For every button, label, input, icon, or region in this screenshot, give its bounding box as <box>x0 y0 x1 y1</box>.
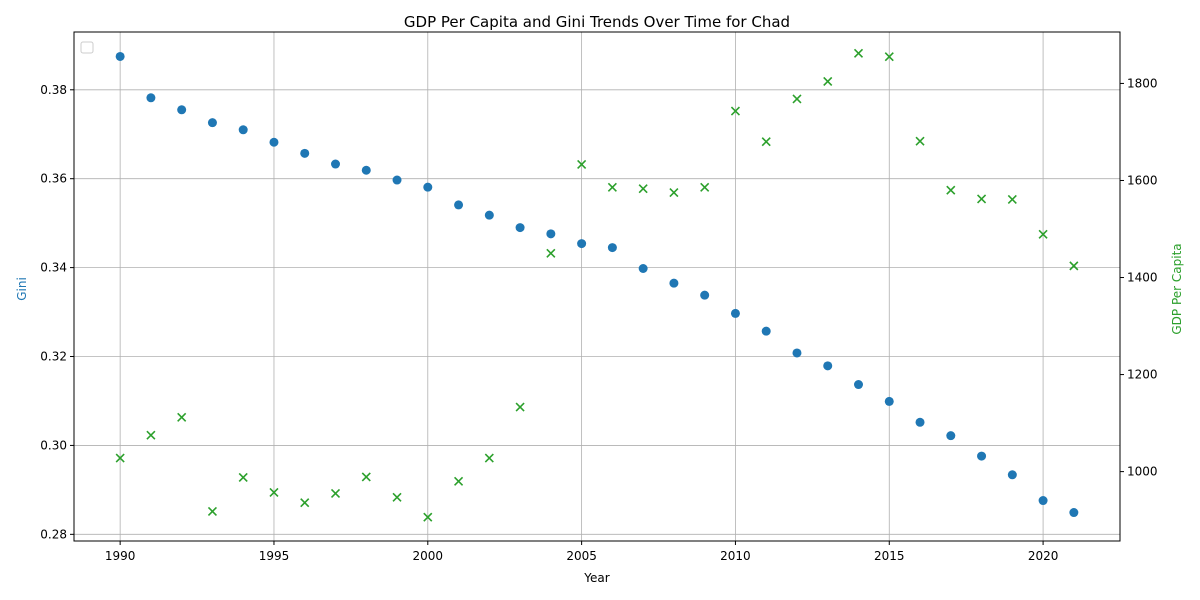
gdp-per-capita-point <box>207 506 218 516</box>
gdp-per-capita-point <box>177 412 187 422</box>
x-axis-title: Year <box>583 571 609 585</box>
gini-point <box>854 380 863 390</box>
gdp-per-capita-point <box>792 94 802 104</box>
gini-point <box>669 278 679 288</box>
gdp-per-capita-point <box>1038 229 1048 239</box>
gdp-per-capita-point <box>761 137 771 147</box>
gdp-per-capita-point <box>853 48 864 58</box>
gini-point <box>607 243 617 253</box>
x-tick-label: 2020 <box>1028 549 1059 563</box>
y-left-tick-label: 0.30 <box>40 438 67 452</box>
gini-point <box>823 361 833 371</box>
chart-title: GDP Per Capita and Gini Trends Over Time… <box>404 13 790 31</box>
gdp-per-capita-point <box>884 52 894 62</box>
y-right-tick-label: 1200 <box>1127 368 1158 382</box>
gini-point <box>361 165 371 175</box>
gini-point <box>915 417 925 427</box>
gdp-per-capita-point <box>484 453 494 463</box>
gdp-per-capita-point <box>1007 194 1017 204</box>
gdp-per-capita-point <box>669 188 679 198</box>
y-left-tick-label: 0.28 <box>40 527 67 541</box>
gini-point <box>269 137 279 147</box>
gini-point <box>238 125 248 135</box>
x-tick-label: 2000 <box>413 549 444 563</box>
y-axis-left-title: Gini <box>15 277 29 301</box>
gini-point <box>331 159 340 169</box>
gdp-per-capita-point <box>330 488 341 499</box>
gdp-per-capita-point <box>946 185 956 195</box>
gini-point <box>977 451 987 461</box>
gdp-per-capita-point <box>1069 261 1079 271</box>
legend-box <box>80 41 94 54</box>
x-tick-label: 1995 <box>259 549 290 563</box>
gini-point <box>946 431 956 441</box>
gini-point <box>700 290 710 300</box>
gini-point <box>392 175 402 185</box>
gdp-per-capita-point <box>577 159 587 170</box>
gdp-per-capita-point <box>269 487 279 498</box>
gdp-per-capita-point <box>976 194 987 204</box>
gini-point <box>638 263 648 273</box>
gini-point <box>300 148 310 158</box>
gdp-per-capita-point <box>546 248 556 258</box>
gini-point <box>515 223 525 233</box>
gdp-per-capita-point <box>300 498 310 508</box>
y-left-tick-label: 0.32 <box>40 350 67 364</box>
gini-point <box>792 348 802 358</box>
grid <box>74 32 1120 541</box>
gdp-per-capita-point <box>730 106 741 116</box>
gini-point <box>1038 496 1048 506</box>
gini-point <box>177 105 187 115</box>
gdp-per-capita-point <box>700 182 710 192</box>
gini-point <box>761 326 771 336</box>
gdp-per-capita-point <box>146 430 156 440</box>
gini-point <box>484 210 494 220</box>
y-right-tick-label: 1400 <box>1127 271 1158 285</box>
gini-point <box>730 308 740 318</box>
x-tick-label: 1990 <box>105 549 136 563</box>
gini-point <box>884 396 894 406</box>
y-left-tick-label: 0.34 <box>40 261 67 275</box>
gdp-per-capita-point <box>515 402 525 412</box>
y-right-tick-label: 1600 <box>1127 173 1158 187</box>
gini-point <box>1007 470 1017 480</box>
gdp-per-capita-point <box>392 492 402 502</box>
y-left-tick-label: 0.36 <box>40 172 67 186</box>
data-points <box>115 48 1079 522</box>
y-right-tick-label: 1000 <box>1127 465 1158 479</box>
gini-point <box>577 239 587 249</box>
gini-point <box>207 118 217 128</box>
x-tick-label: 2015 <box>874 549 905 563</box>
x-tick-label: 2005 <box>566 549 597 563</box>
gdp-per-capita-point <box>115 453 125 463</box>
y-axis-left: 0.28 0.30 0.32 0.34 0.36 0.38 <box>40 83 74 541</box>
gdp-per-capita-point <box>638 184 648 194</box>
y-left-tick-label: 0.38 <box>40 83 67 97</box>
plot-frame <box>73 31 1121 542</box>
y-axis-right-title: GDP Per Capita <box>1170 243 1184 334</box>
gdp-per-capita-point <box>361 472 371 482</box>
y-right-tick-label: 1800 <box>1127 76 1158 90</box>
gini-point <box>1069 508 1079 518</box>
gini-point <box>454 200 464 210</box>
gdp-per-capita-point <box>823 76 833 87</box>
gdp-per-capita-point <box>607 182 617 192</box>
gdp-per-capita-point <box>915 136 925 146</box>
gini-point <box>546 229 556 239</box>
x-tick-label: 2010 <box>720 549 751 563</box>
x-axis: 1990 1995 2000 2005 2010 2015 2020 <box>105 541 1058 563</box>
gdp-per-capita-point <box>453 476 464 486</box>
gdp-per-capita-point <box>238 472 248 483</box>
gini-point <box>423 182 433 192</box>
gini-point <box>115 51 125 61</box>
y-axis-right: 1000 1200 1400 1600 1800 <box>1120 76 1158 479</box>
gdp-per-capita-point <box>423 512 433 522</box>
gini-point <box>146 93 156 103</box>
